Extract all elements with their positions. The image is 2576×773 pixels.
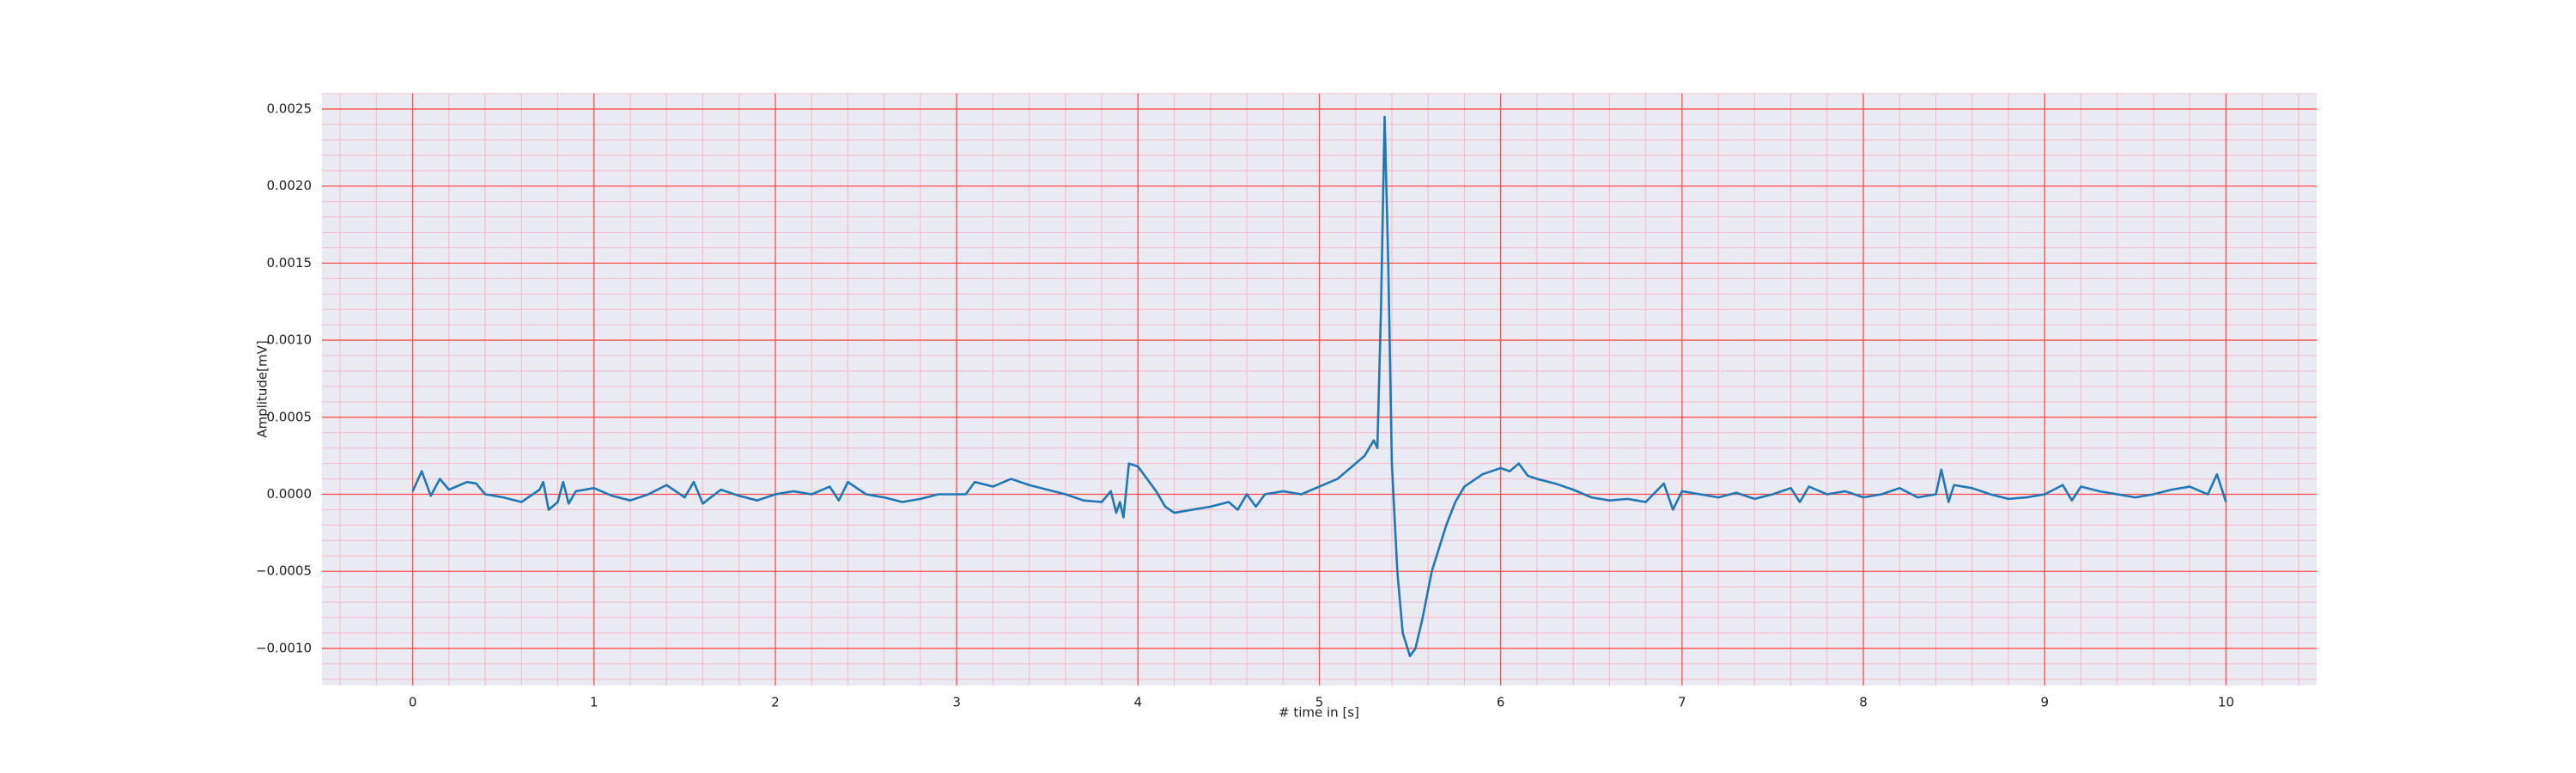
y-tick-label: −0.0005 bbox=[256, 563, 312, 579]
y-tick-label: 0.0005 bbox=[267, 409, 313, 424]
x-tick-label: 0 bbox=[409, 695, 417, 710]
x-tick-label: 8 bbox=[1859, 695, 1868, 710]
line-series bbox=[411, 115, 2227, 658]
y-axis-label: Amplitude[mV] bbox=[255, 340, 270, 437]
x-tick-label: 10 bbox=[2218, 695, 2234, 710]
x-tick-label: 9 bbox=[2040, 695, 2049, 710]
x-tick-label: 1 bbox=[590, 695, 598, 710]
y-tick-label: 0.0025 bbox=[267, 100, 313, 116]
x-tick-label: 3 bbox=[952, 695, 961, 710]
y-tick-label: −0.0010 bbox=[256, 640, 312, 655]
x-tick-label: 6 bbox=[1497, 695, 1505, 710]
y-tick-label: 0.0010 bbox=[267, 332, 313, 348]
x-tick-label: 7 bbox=[1678, 695, 1686, 710]
x-tick-label: 4 bbox=[1134, 695, 1143, 710]
x-tick-label: 5 bbox=[1315, 695, 1324, 710]
x-axis-label: # time in [s] bbox=[1279, 705, 1359, 721]
y-tick-label: 0.0015 bbox=[267, 255, 313, 271]
y-tick-label: 0.0000 bbox=[267, 486, 313, 502]
x-tick-label: 2 bbox=[771, 695, 780, 710]
y-tick-label: 0.0020 bbox=[267, 178, 313, 193]
